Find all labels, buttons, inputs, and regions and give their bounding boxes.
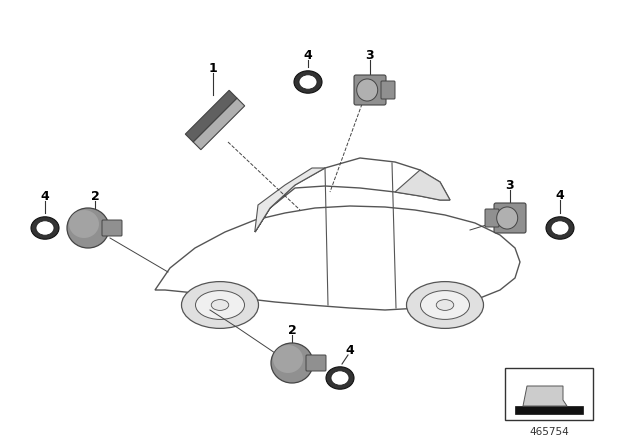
Ellipse shape <box>273 345 303 373</box>
Ellipse shape <box>294 71 322 93</box>
Ellipse shape <box>211 300 228 310</box>
Ellipse shape <box>551 221 569 235</box>
Ellipse shape <box>497 207 518 229</box>
Ellipse shape <box>326 367 354 389</box>
Text: 3: 3 <box>365 48 374 61</box>
Polygon shape <box>395 170 450 200</box>
FancyBboxPatch shape <box>354 75 386 105</box>
Ellipse shape <box>31 217 59 239</box>
Ellipse shape <box>36 221 54 235</box>
Polygon shape <box>523 386 567 406</box>
Text: 1: 1 <box>209 61 218 74</box>
Ellipse shape <box>69 210 99 238</box>
Ellipse shape <box>406 282 483 328</box>
Text: 465754: 465754 <box>529 427 569 437</box>
Polygon shape <box>255 168 325 232</box>
Ellipse shape <box>546 217 574 239</box>
Text: 4: 4 <box>40 190 49 202</box>
Ellipse shape <box>271 343 313 383</box>
FancyBboxPatch shape <box>102 220 122 236</box>
Text: 2: 2 <box>91 190 99 202</box>
Text: 3: 3 <box>506 178 515 191</box>
Text: 4: 4 <box>303 48 312 61</box>
Ellipse shape <box>195 291 244 319</box>
Ellipse shape <box>436 300 454 310</box>
Bar <box>193 98 244 150</box>
Bar <box>515 406 583 414</box>
Ellipse shape <box>182 282 259 328</box>
Ellipse shape <box>67 208 109 248</box>
Bar <box>505 368 593 420</box>
Polygon shape <box>155 206 520 310</box>
Ellipse shape <box>331 371 349 385</box>
Text: 4: 4 <box>556 189 564 202</box>
Ellipse shape <box>356 79 378 101</box>
FancyBboxPatch shape <box>381 81 395 99</box>
Text: 2: 2 <box>287 323 296 336</box>
FancyBboxPatch shape <box>306 355 326 371</box>
FancyBboxPatch shape <box>494 203 526 233</box>
FancyBboxPatch shape <box>485 209 499 227</box>
Ellipse shape <box>420 291 470 319</box>
Ellipse shape <box>299 75 317 89</box>
Bar <box>186 90 237 142</box>
Text: 4: 4 <box>346 344 355 357</box>
Polygon shape <box>255 158 450 232</box>
